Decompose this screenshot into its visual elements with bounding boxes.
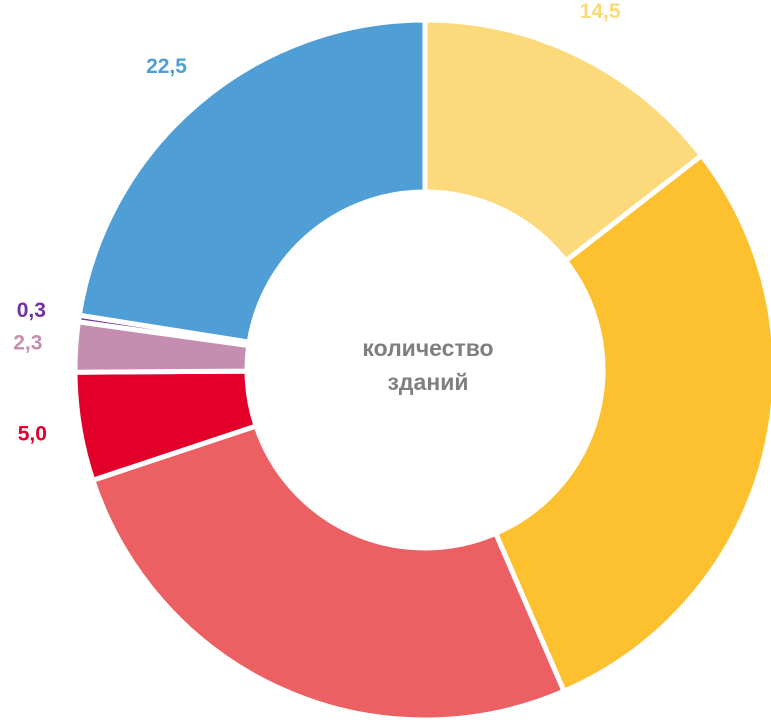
donut-slice xyxy=(422,17,706,265)
data-label: 22,5 xyxy=(146,55,187,78)
data-label: 14,5 xyxy=(580,0,621,23)
donut-slice xyxy=(492,151,771,695)
data-label: 2,3 xyxy=(13,331,42,354)
data-label: 5,0 xyxy=(18,422,47,445)
center-text: количество xyxy=(362,335,493,361)
donut-slice xyxy=(76,17,428,346)
data-label: 26,4 xyxy=(242,721,283,724)
center-text: зданий xyxy=(388,369,469,395)
data-label: 0,3 xyxy=(17,299,46,322)
donut-slice xyxy=(89,422,568,723)
